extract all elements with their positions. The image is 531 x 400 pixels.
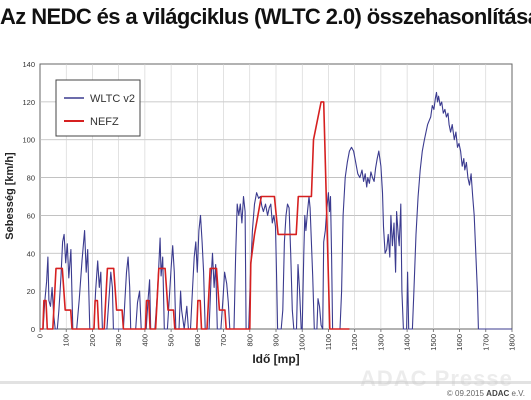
y-tick-label: 60 [27,211,35,220]
legend-box [55,79,141,137]
series-line-wltc [40,91,512,330]
x-tick-label: 1400 [403,334,412,351]
brand-name: ADAC [486,389,510,398]
y-tick-label: 140 [22,60,35,69]
chart-title: Az NEDC és a világciklus (WLTC 2.0) össz… [0,4,531,29]
x-axis-label: Idő [mp] [252,352,299,366]
x-tick-label: 1000 [298,334,307,351]
brand-suffix: e.V. [509,389,526,398]
series-line-nefz [40,101,350,330]
x-tick-label: 900 [272,334,281,347]
y-tick-label: 40 [27,249,35,258]
copyright-text: © 09.2015 [446,389,484,398]
x-tick-label: 700 [219,334,228,347]
y-tick-label: 100 [22,136,35,145]
footer-bar [0,381,531,384]
x-tick-label: 100 [62,334,71,347]
x-tick-label: 1700 [481,334,490,351]
y-tick-label: 80 [27,174,35,183]
copyright-footer: © 09.2015 ADAC e.V. [447,389,525,398]
x-tick-label: 1500 [429,334,438,351]
x-tick-label: 200 [88,334,97,347]
x-tick-label: 400 [140,334,149,347]
y-tick-label: 120 [22,98,35,107]
x-tick-label: 1800 [508,334,517,351]
x-tick-label: 600 [193,334,202,347]
x-tick-label: 1600 [455,334,464,351]
legend: WLTC v2 NEFZ [55,79,141,137]
legend-label-wltc: WLTC v2 [90,93,135,105]
x-tick-label: 1200 [350,334,359,351]
x-tick-label: 300 [114,334,123,347]
x-tick-label: 1100 [324,334,333,350]
y-axis-label: Sebesség [km/h] [4,152,16,240]
x-tick-label: 0 [36,334,45,338]
legend-label-nefz: NEFZ [90,116,119,128]
y-tick-label: 20 [27,287,35,296]
x-tick-label: 500 [167,334,176,347]
series-lines [40,91,512,330]
watermark: ADAC Presse [360,366,513,391]
y-tick-label: 0 [31,325,35,334]
x-tick-label: 800 [245,334,254,347]
x-tick-label: 1300 [376,334,385,351]
